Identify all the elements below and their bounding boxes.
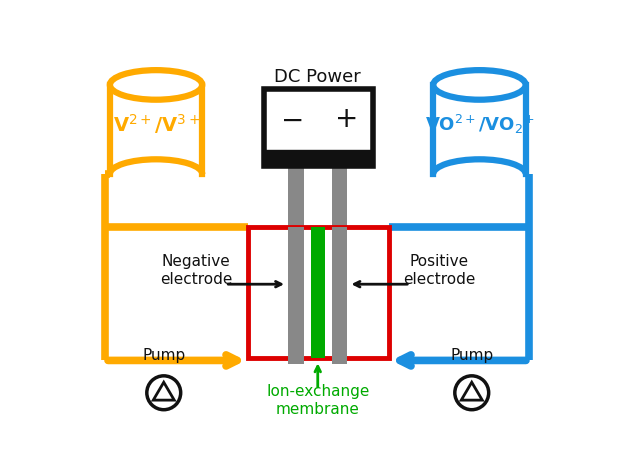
Text: Pump: Pump bbox=[142, 348, 185, 363]
Bar bbox=[332, 166, 347, 364]
Bar bbox=[264, 89, 373, 166]
Text: Positive
electrode: Positive electrode bbox=[403, 254, 476, 287]
Text: $+$: $+$ bbox=[334, 106, 356, 133]
Text: Pump: Pump bbox=[450, 348, 494, 363]
Text: Ion-exchange
membrane: Ion-exchange membrane bbox=[266, 384, 370, 416]
Text: Negative
electrode: Negative electrode bbox=[160, 254, 232, 287]
Bar bbox=[332, 227, 347, 364]
Bar bbox=[332, 150, 347, 166]
Bar bbox=[288, 150, 304, 166]
Bar bbox=[288, 227, 304, 364]
Text: $-$: $-$ bbox=[280, 106, 302, 133]
Bar bbox=[311, 227, 325, 358]
Text: VO$^{2+}$/VO$_2$$^{+}$: VO$^{2+}$/VO$_2$$^{+}$ bbox=[425, 113, 534, 136]
Bar bbox=[249, 227, 389, 358]
Bar bbox=[264, 150, 373, 166]
Bar bbox=[288, 166, 304, 364]
Text: DC Power: DC Power bbox=[275, 68, 361, 85]
Text: V$^{2+}$/V$^{3+}$: V$^{2+}$/V$^{3+}$ bbox=[113, 112, 200, 136]
